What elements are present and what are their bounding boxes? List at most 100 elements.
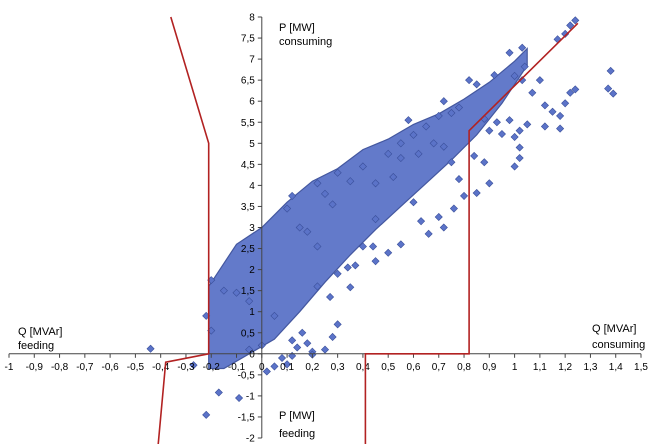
data-point: [485, 179, 494, 188]
x-tick-label: 0,5: [381, 362, 395, 373]
data-point: [313, 179, 322, 188]
data-point: [566, 21, 575, 30]
data-point: [245, 297, 254, 306]
x-tick-label: 1,5: [634, 362, 648, 373]
data-point: [343, 263, 352, 272]
data-point: [270, 362, 279, 371]
data-point: [333, 168, 342, 177]
y-tick-label: 2,5: [241, 244, 255, 255]
data-point: [346, 177, 355, 186]
x-tick-label: 0: [259, 362, 265, 373]
x-tick-label: -0,2: [203, 362, 221, 373]
data-point: [515, 126, 524, 135]
y-pos-subtitle: consuming: [279, 36, 332, 48]
data-point: [470, 151, 479, 160]
data-point: [389, 172, 398, 182]
data-point: [490, 71, 499, 80]
data-point: [520, 62, 529, 71]
boundary-lines-layer: [157, 16, 579, 444]
data-point: [369, 242, 378, 251]
data-point: [358, 162, 367, 171]
data-point: [540, 101, 549, 110]
data-point: [447, 108, 456, 118]
x-tick-label: 0,6: [407, 362, 421, 373]
data-point: [396, 240, 405, 249]
data-point: [439, 223, 448, 232]
x-tick-label: -0,7: [76, 362, 94, 373]
data-point: [146, 344, 155, 353]
data-point: [320, 345, 330, 354]
x-tick-label: -0,5: [127, 362, 145, 373]
data-point: [492, 118, 501, 127]
data-point: [510, 71, 519, 80]
y-neg-subtitle: feeding: [279, 428, 315, 440]
data-point: [328, 332, 337, 341]
data-point: [518, 43, 527, 52]
data-point: [606, 66, 615, 75]
data-point: [384, 248, 393, 257]
x-neg-title: Q [MVAr]: [18, 326, 62, 338]
data-point: [561, 99, 570, 108]
y-tick-label: 4: [249, 181, 255, 192]
y-tick-label: 6: [249, 97, 255, 108]
data-point: [371, 257, 380, 266]
x-tick-label: 0,4: [356, 362, 370, 373]
data-point: [434, 111, 443, 120]
data-point: [351, 261, 360, 270]
data-point: [384, 149, 393, 158]
data-point: [505, 48, 514, 57]
data-point: [454, 103, 464, 112]
x-tick-label: -0,3: [177, 362, 195, 373]
y-tick-label: -1: [246, 391, 255, 402]
data-point: [439, 142, 448, 151]
data-point: [480, 158, 489, 167]
y-pos-title: P [MW]: [279, 22, 315, 34]
x-tick-label: 1,3: [583, 362, 597, 373]
data-point: [449, 204, 458, 213]
x-tick-label: 0,8: [457, 362, 471, 373]
data-point: [358, 242, 367, 251]
x-pos-title: Q [MVAr]: [592, 323, 636, 335]
density-band-layer: [208, 47, 528, 370]
data-point: [396, 154, 405, 163]
data-point: [609, 89, 618, 98]
data-point: [505, 116, 514, 125]
x-tick-label: 1,2: [558, 362, 572, 373]
y-tick-label: 8: [249, 13, 255, 24]
data-point: [288, 191, 297, 200]
data-point: [214, 388, 223, 397]
data-point: [465, 76, 474, 85]
data-point: [295, 223, 304, 232]
data-point: [288, 336, 297, 345]
data-point: [422, 122, 431, 131]
data-point: [313, 242, 322, 251]
data-point: [245, 345, 254, 354]
data-point: [396, 139, 405, 148]
y-tick-label: 3,5: [241, 202, 255, 213]
x-tick-label: 0,3: [331, 362, 345, 373]
data-point: [326, 292, 335, 301]
x-tick-label: -1: [5, 362, 14, 373]
data-point: [328, 200, 337, 209]
data-point: [566, 88, 575, 97]
data-point: [518, 76, 527, 85]
x-tick-label: -0,8: [51, 362, 69, 373]
y-tick-label: -2: [246, 434, 255, 444]
y-tick-label: 3: [249, 223, 255, 234]
y-tick-label: 4,5: [241, 160, 255, 171]
y-tick-label: -1,5: [238, 412, 256, 423]
data-point: [283, 204, 292, 213]
y-tick-label: 7,5: [241, 34, 255, 45]
x-tick-label: -0,4: [152, 362, 170, 373]
data-point: [571, 85, 580, 94]
x-tick-label: -0,1: [228, 362, 246, 373]
x-tick-label: -0,9: [26, 362, 44, 373]
data-point: [497, 130, 506, 139]
data-point: [417, 217, 426, 226]
data-point: [472, 188, 481, 198]
data-point: [556, 124, 565, 133]
data-point: [523, 120, 532, 129]
y-tick-label: 1: [249, 307, 255, 318]
data-point: [515, 154, 524, 163]
data-point: [535, 76, 544, 85]
